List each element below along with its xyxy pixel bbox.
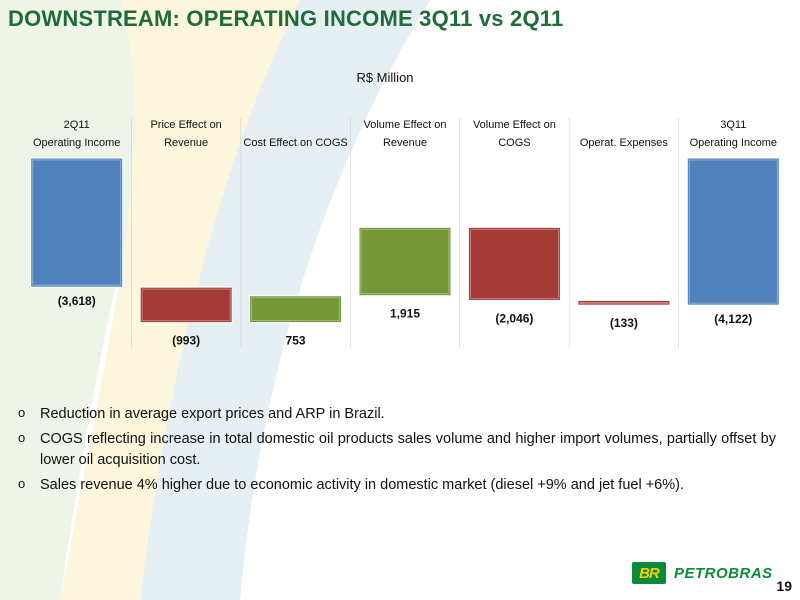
bar-highlight [141, 288, 231, 322]
waterfall-chart: R$ Million 2Q11 Operating Income Price Eff… [30, 70, 780, 348]
page-number: 19 [776, 578, 792, 594]
bullet-item: o Reduction in average export prices and … [18, 404, 776, 425]
category-label: Cost Effect on COGS [243, 137, 347, 149]
waterfall-bar [30, 157, 124, 288]
bar-highlight [251, 297, 341, 322]
bar-highlight [579, 301, 669, 304]
category-label: 3Q11 Operating Income [690, 119, 777, 149]
value-label: (3,618) [58, 294, 96, 308]
waterfall-bar [686, 157, 780, 306]
value-label: 1,915 [390, 307, 420, 321]
bullet-marker-icon: o [18, 405, 26, 420]
slide-title: DOWNSTREAM: OPERATING INCOME 3Q11 vs 2Q1… [8, 6, 564, 31]
bullet-text: Sales revenue 4% higher due to economic … [40, 477, 684, 494]
bar-highlight [32, 159, 122, 286]
petrobras-logo: BR PETROBRAS [632, 562, 773, 584]
bullet-list: o Reduction in average export prices and … [18, 404, 776, 500]
bullet-text: COGS reflecting increase in total domest… [40, 431, 776, 469]
waterfall-bar [139, 286, 233, 324]
waterfall-bar [577, 299, 671, 306]
waterfall-bar [467, 226, 561, 301]
value-label: (2,046) [495, 311, 533, 325]
value-label: (993) [172, 334, 200, 348]
bullet-item: o COGS reflecting increase in total domes… [18, 429, 776, 471]
bullet-item: o Sales revenue 4% higher due to economic… [18, 475, 776, 496]
bar-highlight [360, 228, 450, 295]
bar-highlight [688, 159, 778, 304]
category-label: Volume Effect on Revenue [364, 119, 447, 149]
waterfall-bar [358, 226, 452, 297]
bar-highlight [469, 228, 559, 299]
category-label: 2Q11 Operating Income [33, 119, 120, 149]
unit-label: R$ Million [356, 70, 413, 85]
waterfall-bar [249, 295, 343, 324]
category-label: Price Effect on Revenue [150, 119, 221, 149]
value-label: 753 [286, 334, 306, 348]
bullet-marker-icon: o [18, 430, 26, 446]
category-label: Operat. Expenses [580, 137, 669, 149]
logo-wordmark: PETROBRAS [674, 564, 773, 582]
br-logo-icon: BR [632, 562, 666, 584]
value-label: (133) [610, 316, 638, 330]
bullet-marker-icon: o [18, 476, 26, 492]
category-label: Volume Effect on COGS [473, 119, 556, 149]
value-label: (4,122) [714, 312, 752, 326]
bullet-text: Reduction in average export prices and A… [40, 406, 385, 422]
